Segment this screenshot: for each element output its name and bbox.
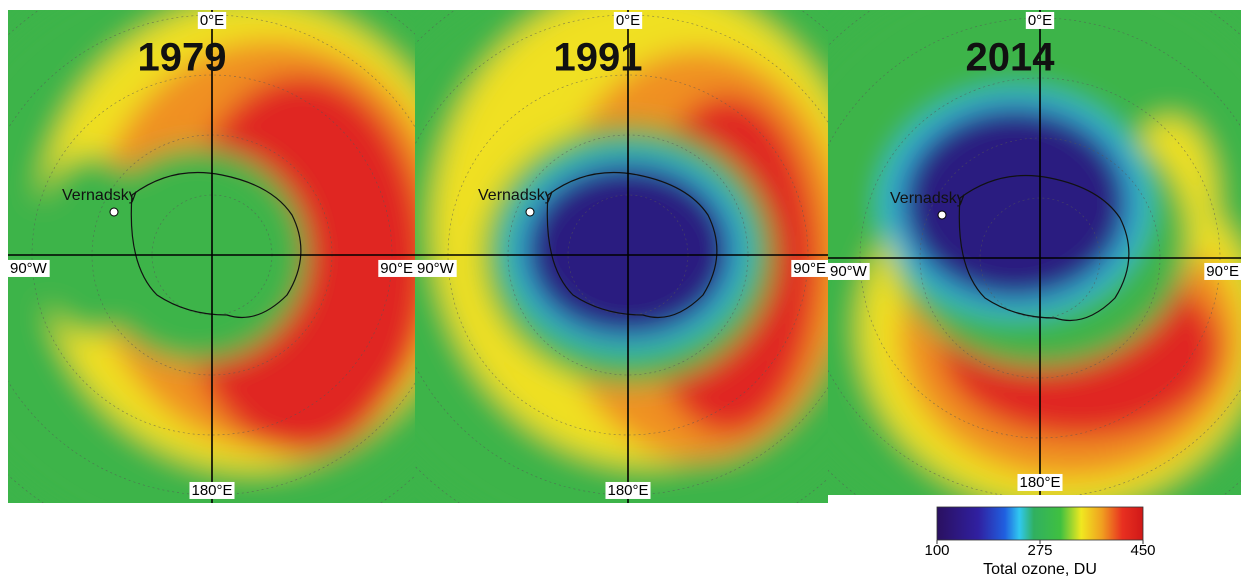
direction-label: 90°W [417,260,455,277]
direction-label: 0°E [200,12,224,29]
station-marker [526,208,534,216]
year-label: 1979 [138,36,227,80]
station-marker [110,208,118,216]
direction-label: 90°E [380,260,413,277]
figure: 0°E180°E90°W90°E1979Vernadsky0°E180°E90°… [0,0,1241,580]
direction-label: 90°W [830,263,868,280]
station-label: Vernadsky [890,190,965,207]
direction-label: 0°E [616,12,640,29]
direction-label: 180°E [1019,474,1060,491]
direction-label: 180°E [607,482,648,499]
direction-label: 90°E [1206,263,1239,280]
year-label: 2014 [966,36,1056,80]
station-label: Vernadsky [478,187,553,204]
colorbar-tick-label: 100 [924,542,949,559]
year-label: 1991 [554,36,643,80]
direction-label: 180°E [191,482,232,499]
direction-label: 90°E [793,260,826,277]
colorbar-tick-label: 275 [1027,542,1052,559]
colorbar-title: Total ozone, DU [983,561,1097,578]
direction-label: 0°E [1028,12,1052,29]
station-marker [938,211,946,219]
colorbar [937,507,1143,540]
colorbar-tick-label: 450 [1130,542,1155,559]
station-label: Vernadsky [62,187,137,204]
direction-label: 90°W [10,260,48,277]
